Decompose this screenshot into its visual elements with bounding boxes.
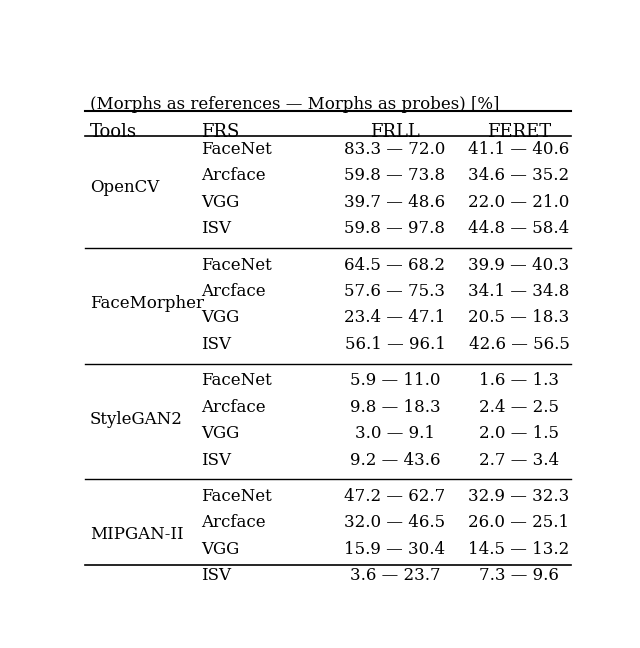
Text: VGG: VGG — [202, 309, 240, 327]
Text: 7.3 — 9.6: 7.3 — 9.6 — [479, 568, 559, 584]
Text: ISV: ISV — [202, 568, 232, 584]
Text: 39.7 — 48.6: 39.7 — 48.6 — [344, 194, 445, 211]
Text: 34.1 — 34.8: 34.1 — 34.8 — [468, 283, 570, 300]
Text: (Morphs as references — Morphs as probes) [%]: (Morphs as references — Morphs as probes… — [90, 96, 499, 113]
Text: 1.6 — 1.3: 1.6 — 1.3 — [479, 372, 559, 389]
Text: FaceNet: FaceNet — [202, 257, 272, 273]
Text: 59.8 — 73.8: 59.8 — 73.8 — [344, 167, 445, 184]
Text: FERET: FERET — [487, 122, 551, 141]
Text: FaceMorpher: FaceMorpher — [90, 295, 204, 312]
Text: 41.1 — 40.6: 41.1 — 40.6 — [468, 141, 570, 157]
Text: 64.5 — 68.2: 64.5 — 68.2 — [344, 257, 445, 273]
Text: 42.6 — 56.5: 42.6 — 56.5 — [468, 336, 570, 353]
Text: 5.9 — 11.0: 5.9 — 11.0 — [349, 372, 440, 389]
Text: 47.2 — 62.7: 47.2 — 62.7 — [344, 488, 445, 505]
Text: FaceNet: FaceNet — [202, 488, 272, 505]
Text: 9.8 — 18.3: 9.8 — 18.3 — [349, 399, 440, 416]
Text: 2.7 — 3.4: 2.7 — 3.4 — [479, 452, 559, 469]
Text: ISV: ISV — [202, 220, 232, 237]
Text: 22.0 — 21.0: 22.0 — 21.0 — [468, 194, 570, 211]
Text: VGG: VGG — [202, 425, 240, 442]
Text: StyleGAN2: StyleGAN2 — [90, 411, 183, 428]
Text: 34.6 — 35.2: 34.6 — 35.2 — [468, 167, 570, 184]
Text: FRLL: FRLL — [370, 122, 420, 141]
Text: MIPGAN-II: MIPGAN-II — [90, 526, 184, 543]
Text: 56.1 — 96.1: 56.1 — 96.1 — [344, 336, 445, 353]
Text: Tools: Tools — [90, 122, 137, 141]
Text: Arcface: Arcface — [202, 167, 266, 184]
Text: 3.6 — 23.7: 3.6 — 23.7 — [349, 568, 440, 584]
Text: 3.0 — 9.1: 3.0 — 9.1 — [355, 425, 435, 442]
Text: VGG: VGG — [202, 541, 240, 558]
Text: ISV: ISV — [202, 336, 232, 353]
Text: ISV: ISV — [202, 452, 232, 469]
Text: OpenCV: OpenCV — [90, 179, 159, 196]
Text: 23.4 — 47.1: 23.4 — 47.1 — [344, 309, 445, 327]
Text: 32.9 — 32.3: 32.9 — 32.3 — [468, 488, 570, 505]
Text: FRS: FRS — [202, 122, 240, 141]
Text: FaceNet: FaceNet — [202, 141, 272, 157]
Text: 44.8 — 58.4: 44.8 — 58.4 — [468, 220, 570, 237]
Text: FaceNet: FaceNet — [202, 372, 272, 389]
Text: Arcface: Arcface — [202, 283, 266, 300]
Text: 32.0 — 46.5: 32.0 — 46.5 — [344, 515, 445, 531]
Text: 39.9 — 40.3: 39.9 — 40.3 — [468, 257, 570, 273]
Text: 57.6 — 75.3: 57.6 — 75.3 — [344, 283, 445, 300]
Text: 2.0 — 1.5: 2.0 — 1.5 — [479, 425, 559, 442]
Text: VGG: VGG — [202, 194, 240, 211]
Text: 14.5 — 13.2: 14.5 — 13.2 — [468, 541, 570, 558]
Text: Arcface: Arcface — [202, 399, 266, 416]
Text: 9.2 — 43.6: 9.2 — 43.6 — [349, 452, 440, 469]
Text: 26.0 — 25.1: 26.0 — 25.1 — [468, 515, 570, 531]
Text: 2.4 — 2.5: 2.4 — 2.5 — [479, 399, 559, 416]
Text: 20.5 — 18.3: 20.5 — 18.3 — [468, 309, 570, 327]
Text: Arcface: Arcface — [202, 515, 266, 531]
Text: 59.8 — 97.8: 59.8 — 97.8 — [344, 220, 445, 237]
Text: 15.9 — 30.4: 15.9 — 30.4 — [344, 541, 445, 558]
Text: 83.3 — 72.0: 83.3 — 72.0 — [344, 141, 445, 157]
